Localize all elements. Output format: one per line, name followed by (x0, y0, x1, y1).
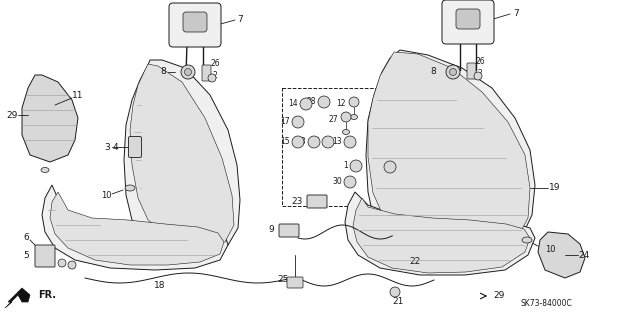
Text: 29: 29 (6, 110, 18, 120)
Polygon shape (366, 50, 535, 255)
Ellipse shape (351, 115, 358, 120)
Circle shape (308, 136, 320, 148)
Bar (282, 88, 400, 206)
FancyBboxPatch shape (169, 3, 221, 47)
Text: 28: 28 (307, 98, 316, 107)
Circle shape (350, 160, 362, 172)
Polygon shape (538, 232, 585, 278)
Polygon shape (5, 288, 30, 308)
Text: 7: 7 (513, 10, 519, 19)
Circle shape (58, 259, 66, 267)
Circle shape (449, 69, 456, 76)
Ellipse shape (125, 185, 135, 191)
FancyBboxPatch shape (287, 277, 303, 288)
Text: SK73-84000C: SK73-84000C (520, 299, 572, 308)
Text: 28: 28 (296, 137, 306, 146)
Text: 24: 24 (579, 250, 589, 259)
Polygon shape (22, 75, 78, 162)
Text: 17: 17 (280, 117, 290, 127)
Text: 11: 11 (72, 91, 84, 100)
Circle shape (184, 69, 191, 76)
Text: 7: 7 (237, 16, 243, 25)
Text: 16: 16 (310, 137, 320, 146)
Text: 10: 10 (545, 246, 556, 255)
FancyBboxPatch shape (456, 9, 480, 29)
Polygon shape (345, 192, 535, 275)
Text: 20: 20 (393, 162, 403, 172)
Polygon shape (124, 60, 240, 250)
Text: 30: 30 (332, 177, 342, 187)
Circle shape (292, 116, 304, 128)
Text: 10: 10 (100, 191, 111, 201)
Circle shape (446, 65, 460, 79)
Text: 6: 6 (23, 233, 29, 241)
Circle shape (344, 176, 356, 188)
Circle shape (474, 72, 482, 80)
FancyBboxPatch shape (307, 195, 327, 208)
Circle shape (322, 136, 334, 148)
FancyBboxPatch shape (35, 245, 55, 267)
Circle shape (300, 98, 312, 110)
Text: 3: 3 (104, 143, 110, 152)
Polygon shape (50, 192, 224, 265)
Text: 2: 2 (212, 70, 218, 79)
FancyBboxPatch shape (129, 137, 141, 158)
Circle shape (341, 112, 351, 122)
Text: 21: 21 (392, 298, 404, 307)
Text: 22: 22 (410, 257, 420, 266)
Text: 18: 18 (154, 280, 166, 290)
FancyBboxPatch shape (442, 0, 494, 44)
Text: 15: 15 (280, 137, 290, 146)
Text: 26: 26 (210, 60, 220, 69)
Circle shape (390, 287, 400, 297)
Polygon shape (42, 185, 228, 270)
Text: 14: 14 (289, 100, 298, 108)
Text: 19: 19 (549, 183, 561, 192)
Circle shape (181, 65, 195, 79)
Circle shape (384, 161, 396, 173)
Text: 26: 26 (475, 57, 485, 66)
Polygon shape (130, 64, 234, 244)
Text: FR.: FR. (38, 290, 56, 300)
Polygon shape (368, 52, 530, 250)
Text: 1: 1 (343, 161, 348, 170)
FancyBboxPatch shape (467, 63, 476, 79)
Circle shape (344, 136, 356, 148)
Circle shape (349, 97, 359, 107)
Polygon shape (353, 198, 530, 273)
Text: 12: 12 (337, 100, 346, 108)
Text: 29: 29 (493, 292, 505, 300)
Ellipse shape (522, 237, 532, 243)
Text: 27: 27 (328, 115, 338, 123)
Text: 13: 13 (332, 137, 342, 146)
Circle shape (68, 261, 76, 269)
Text: 5: 5 (23, 250, 29, 259)
Text: 4: 4 (112, 143, 118, 152)
FancyBboxPatch shape (183, 12, 207, 32)
Circle shape (318, 96, 330, 108)
Ellipse shape (41, 167, 49, 173)
Text: 2: 2 (477, 69, 483, 78)
Circle shape (208, 74, 216, 82)
FancyBboxPatch shape (279, 224, 299, 237)
Text: 8: 8 (160, 68, 166, 77)
Text: 8: 8 (430, 68, 436, 77)
FancyBboxPatch shape (202, 65, 211, 81)
Ellipse shape (342, 130, 349, 135)
Text: 9: 9 (268, 226, 274, 234)
Text: 23: 23 (291, 197, 303, 205)
Text: 25: 25 (277, 276, 289, 285)
Circle shape (292, 136, 304, 148)
